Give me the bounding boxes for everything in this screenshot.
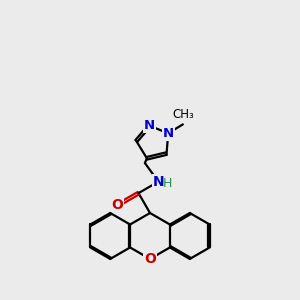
Text: O: O xyxy=(144,252,156,266)
Text: N: N xyxy=(144,119,155,132)
Text: N: N xyxy=(153,175,164,189)
Text: CH₃: CH₃ xyxy=(172,108,194,121)
Text: O: O xyxy=(111,198,123,212)
Text: H: H xyxy=(163,178,172,190)
Text: N: N xyxy=(163,127,174,140)
